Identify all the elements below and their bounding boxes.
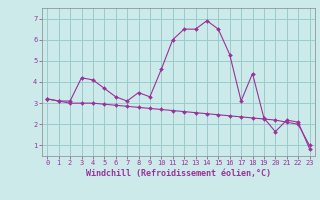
X-axis label: Windchill (Refroidissement éolien,°C): Windchill (Refroidissement éolien,°C) (86, 169, 271, 178)
